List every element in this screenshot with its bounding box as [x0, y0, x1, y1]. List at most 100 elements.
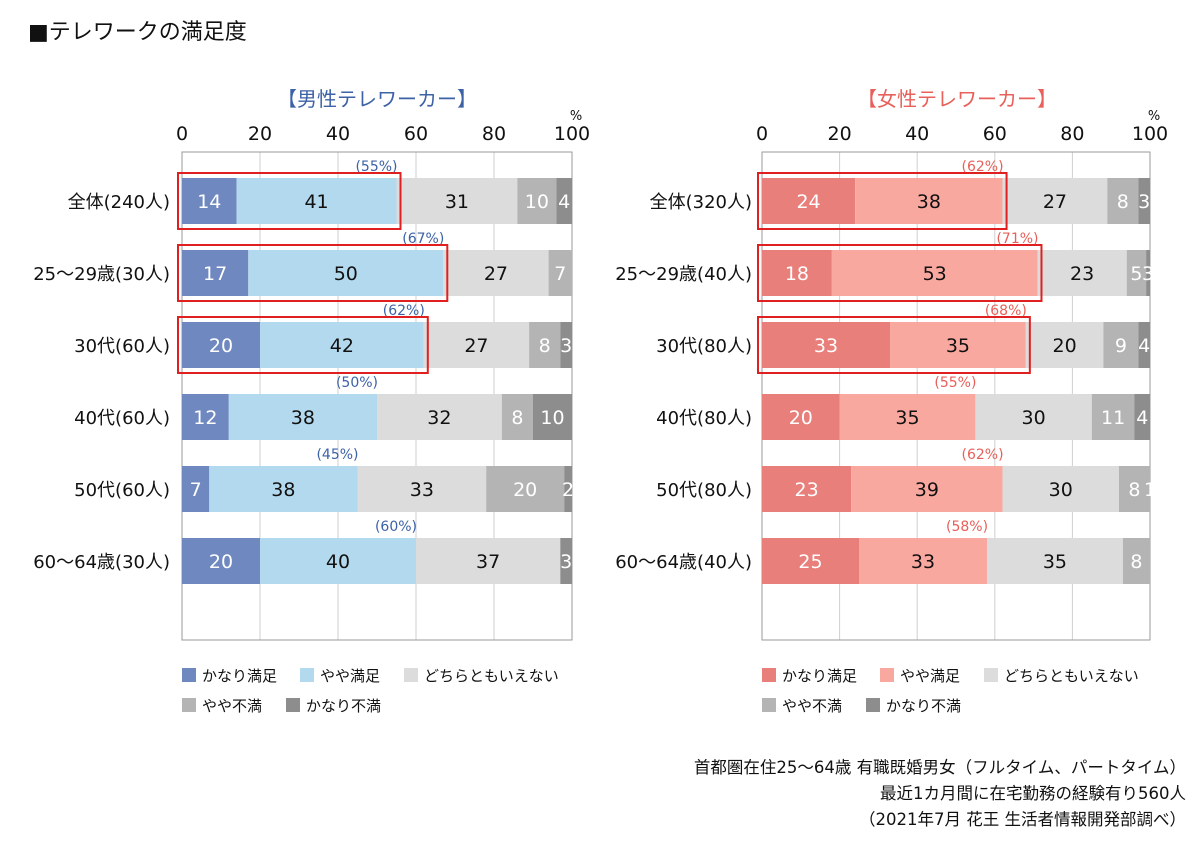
female-legend-swatch — [762, 668, 776, 682]
female-data-label: 20 — [1053, 335, 1077, 357]
female-data-label: 5 — [1130, 263, 1142, 285]
male-data-label: 8 — [511, 407, 523, 429]
female-bar-segment — [762, 250, 832, 296]
female-legend-swatch — [762, 698, 776, 712]
female-data-label: 35 — [946, 335, 970, 357]
male-data-label: 27 — [484, 263, 508, 285]
male-chart-title: 【男性テレワーカー】 — [277, 87, 477, 111]
female-data-label: 23 — [795, 479, 819, 501]
female-chart-title: 【女性テレワーカー】 — [857, 87, 1057, 111]
female-bar-segment — [855, 178, 1003, 224]
female-category-label: 40代(80人) — [656, 408, 752, 429]
male-legend-label: どちらともいえない — [424, 667, 559, 685]
male-bar-segment — [517, 178, 557, 224]
female-x-tick-label: 100 — [1132, 123, 1168, 145]
male-legend-label: かなり満足 — [202, 667, 277, 685]
male-bar-segment — [533, 394, 572, 440]
female-x-tick-label: 0 — [756, 123, 768, 145]
male-bar-segment — [182, 250, 249, 296]
male-bar-segment — [560, 322, 572, 368]
male-data-label: 2 — [562, 479, 574, 501]
female-satisfied-total: (68%) — [985, 303, 1027, 319]
page-title: ■テレワークの満足度 — [28, 20, 247, 45]
female-bar-segment — [1118, 466, 1150, 512]
male-data-label: 40 — [326, 551, 350, 573]
female-x-tick-label: 80 — [1060, 123, 1084, 145]
male-data-label: 32 — [427, 407, 451, 429]
female-x-tick-label: 20 — [828, 123, 852, 145]
female-data-label: 4 — [1136, 407, 1148, 429]
male-data-label: 7 — [554, 263, 566, 285]
female-data-label: 25 — [798, 551, 822, 573]
male-category-label: 50代(60人) — [74, 480, 170, 501]
male-percent-unit: % — [570, 109, 582, 124]
female-data-label: 8 — [1117, 191, 1129, 213]
male-legend-swatch — [404, 668, 418, 682]
female-x-tick-label: 40 — [905, 123, 929, 145]
male-data-label: 17 — [203, 263, 227, 285]
female-category-label: 25〜29歳(40人) — [615, 264, 752, 285]
female-category-label: 30代(80人) — [656, 336, 752, 357]
male-data-label: 8 — [539, 335, 551, 357]
male-bar-segment — [529, 322, 561, 368]
female-highlight-box — [757, 172, 1008, 230]
female-legend-label: やや不満 — [782, 697, 842, 715]
male-category-label: 60〜64歳(30人) — [33, 552, 170, 573]
male-data-label: 20 — [209, 551, 233, 573]
male-data-label: 42 — [330, 335, 354, 357]
male-bar-segment — [357, 466, 487, 512]
male-bar-segment — [564, 466, 572, 512]
female-legend-swatch — [880, 668, 894, 682]
male-legend-swatch — [182, 668, 196, 682]
female-legend-label: かなり満足 — [782, 667, 857, 685]
female-data-label: 8 — [1130, 551, 1142, 573]
female-satisfied-total: (71%) — [996, 231, 1038, 247]
male-legend-swatch — [182, 698, 196, 712]
female-data-label: 39 — [915, 479, 939, 501]
female-category-label: 60〜64歳(40人) — [615, 552, 752, 573]
female-legend-label: どちらともいえない — [1004, 667, 1139, 685]
female-bar-segment — [762, 394, 840, 440]
male-x-tick-label: 0 — [176, 123, 188, 145]
footnote-source: （2021年7月 花王 生活者情報開発部調べ） — [859, 810, 1186, 829]
female-data-label: 24 — [796, 191, 820, 213]
male-legend-label: かなり不満 — [306, 697, 381, 715]
female-legend-label: かなり不満 — [886, 697, 961, 715]
footnote-sample: 首都圏在住25〜64歳 有職既婚男女（フルタイム、パートタイム） — [693, 758, 1186, 777]
female-data-label: 11 — [1101, 407, 1125, 429]
male-data-label: 10 — [540, 407, 564, 429]
female-bar-segment — [1002, 466, 1119, 512]
male-data-label: 20 — [209, 335, 233, 357]
female-satisfied-total: (55%) — [934, 375, 976, 391]
male-satisfied-total: (60%) — [375, 519, 417, 535]
male-x-tick-label: 80 — [482, 123, 506, 145]
male-x-tick-label: 100 — [554, 123, 590, 145]
female-data-label: 30 — [1049, 479, 1073, 501]
male-data-label: 33 — [410, 479, 434, 501]
female-bar-segment — [890, 322, 1026, 368]
female-bar-segment — [1037, 250, 1127, 296]
male-bar-segment — [182, 178, 237, 224]
male-data-label: 38 — [271, 479, 295, 501]
female-data-label: 35 — [1043, 551, 1067, 573]
female-data-label: 1 — [1144, 479, 1156, 501]
female-bar-segment — [1138, 178, 1150, 224]
female-data-label: 30 — [1022, 407, 1046, 429]
male-bar-segment — [260, 322, 424, 368]
male-bar-segment — [228, 394, 377, 440]
female-satisfied-total: (58%) — [946, 519, 988, 535]
female-data-label: 53 — [923, 263, 947, 285]
female-data-label: 38 — [917, 191, 941, 213]
female-data-label: 3 — [1138, 191, 1150, 213]
male-legend-swatch — [300, 668, 314, 682]
female-bar-segment — [1002, 178, 1108, 224]
female-data-label: 3 — [1142, 263, 1154, 285]
female-highlight-box — [757, 244, 1043, 302]
female-category-label: 全体(320人) — [650, 192, 752, 213]
male-bar-segment — [560, 538, 572, 584]
male-category-label: 30代(60人) — [74, 336, 170, 357]
male-legend-label: やや満足 — [320, 667, 380, 685]
male-data-label: 31 — [445, 191, 469, 213]
male-legend-swatch — [286, 698, 300, 712]
